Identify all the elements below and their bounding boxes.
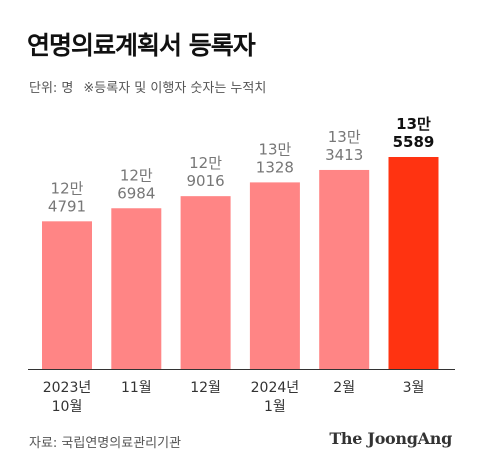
brand-logo: The JoongAng xyxy=(329,429,452,448)
data-label: 9016 xyxy=(187,172,225,190)
x-tick-label: 2024년 xyxy=(251,380,300,396)
data-label: 13만 xyxy=(396,115,431,133)
data-label: 12만 xyxy=(120,166,153,184)
bar xyxy=(42,221,92,369)
bar xyxy=(180,196,231,369)
x-tick-label: 2월 xyxy=(333,380,355,396)
data-label: 5589 xyxy=(393,133,435,151)
x-tick-label: 12월 xyxy=(190,380,221,396)
data-label: 4791 xyxy=(48,197,86,215)
data-label: 1328 xyxy=(256,158,294,176)
chart-title: 연명의료계획서 등록자 xyxy=(27,31,256,60)
data-label: 13만 xyxy=(328,128,361,146)
x-tick-label: 11월 xyxy=(121,380,152,396)
x-tick-label: 1월 xyxy=(264,399,286,415)
unit-label: 단위: 명 xyxy=(29,81,74,96)
bar xyxy=(249,182,300,369)
bar xyxy=(111,208,162,369)
bar xyxy=(388,157,439,369)
data-label: 13만 xyxy=(258,140,291,158)
data-label: 3413 xyxy=(325,146,363,164)
bar xyxy=(319,169,370,369)
x-tick-label: 2023년 xyxy=(43,380,92,396)
chart-subtitle: 단위: 명 ※등록자 및 이행자 숫자는 누적치 xyxy=(29,77,266,96)
x-tick-label: 10월 xyxy=(52,399,83,415)
data-label: 12만 xyxy=(189,154,222,172)
cumulative-note: ※등록자 및 이행자 숫자는 누적치 xyxy=(83,81,267,96)
source-label: 자료: 국립연명의료관리기관 xyxy=(29,436,182,451)
data-label: 12만 xyxy=(51,179,84,197)
data-label: 6984 xyxy=(117,184,155,202)
x-tick-label: 3월 xyxy=(403,380,425,396)
